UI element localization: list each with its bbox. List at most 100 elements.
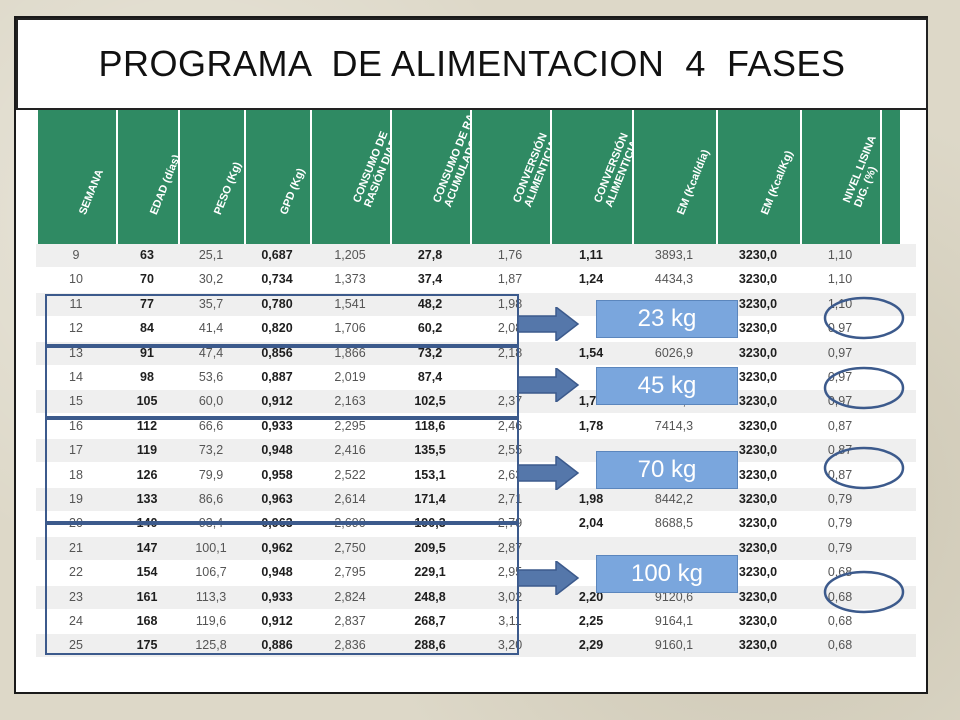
table-cell: 168: [136, 614, 158, 628]
table-cell: 1,866: [334, 345, 366, 360]
table-cell: 3230,0: [738, 321, 778, 336]
phase-bracket-1: [45, 294, 519, 346]
table-cell: 2,63: [497, 467, 523, 482]
table-cell: 105: [136, 394, 158, 409]
lysine-highlight-2: [823, 366, 905, 410]
table-cell: 2,824: [334, 589, 366, 604]
table-cell: 2,04: [578, 516, 604, 531]
phase-label-23kg: 23 kg: [596, 300, 738, 338]
table-cell: 47,4: [198, 345, 224, 360]
table-cell: 2,37: [497, 394, 523, 409]
table-cell: 0,68: [827, 589, 853, 604]
table-cell: 60,0: [198, 394, 224, 409]
table-header: SEMANA EDAD (días) PESO (Kg) GPD (Kg) CONSUM…: [36, 96, 916, 244]
table-cell: 3230,0: [738, 394, 778, 409]
header-label: EM (Kcal/día): [675, 147, 713, 217]
table-cell: 2,18: [497, 345, 523, 360]
table-cell: 6026,9: [654, 345, 694, 360]
table-cell: 22: [69, 565, 83, 580]
table-cell: 21: [69, 540, 83, 555]
header-cell: CONSUMO DE RASIÓN DIARIA (K: [310, 96, 410, 244]
phase-label-100kg: 100 kg: [596, 555, 738, 593]
table-cell: 113,3: [195, 589, 227, 604]
table-cell: 9: [72, 248, 80, 262]
phase-bracket-4: [45, 523, 519, 655]
table-cell: 0,780: [261, 296, 293, 311]
table-cell: 248,8: [414, 589, 446, 604]
table-cell: 1,11: [579, 248, 603, 262]
table-cell: 0,68: [827, 614, 853, 628]
table-cell: 25: [69, 638, 83, 653]
table-cell: 9164,1: [654, 614, 694, 628]
table-cell: 12: [69, 321, 83, 336]
table-cell: 2,08: [497, 321, 523, 336]
table-cell: 2,019: [334, 370, 366, 384]
table-cell: 9160,1: [654, 638, 694, 653]
table-cell: 229,1: [414, 565, 446, 580]
table-cell: 209,5: [414, 540, 446, 555]
table-cell: 119,6: [195, 614, 227, 628]
table-row: 21 147 100,1 0,962 2,750 209,5 2,87 3230,0 0,79: [36, 536, 916, 560]
table-cell: 2,416: [334, 443, 366, 458]
table-cell: 133: [136, 492, 158, 506]
table-cell: 3,02: [497, 589, 523, 604]
phase-label-70kg: 70 kg: [596, 451, 738, 489]
table-cell: 0,97: [827, 345, 853, 360]
table-cell: 2,71: [497, 492, 523, 506]
table-cell: 77: [140, 296, 154, 311]
table-cell: 1,78: [578, 418, 604, 433]
table-cell: 3230,0: [738, 540, 778, 555]
table-cell: 171,4: [414, 492, 446, 506]
table-cell: 3230,0: [738, 345, 778, 360]
table-cell: 3,11: [498, 614, 522, 628]
table-cell: 91: [140, 345, 154, 360]
phase-label-45kg: 45 kg: [596, 367, 738, 405]
table-cell: 14: [69, 370, 83, 384]
table-cell: 2,163: [334, 394, 366, 409]
table-cell: 2,614: [334, 492, 366, 506]
table-cell: 35,7: [198, 296, 224, 311]
table-cell: 1,87: [497, 272, 523, 287]
table-cell: 126: [136, 467, 158, 482]
table-cell: 1,706: [334, 321, 366, 336]
table-cell: 118,6: [414, 418, 446, 433]
table-cell: 8688,5: [654, 516, 694, 531]
table-cell: 1,24: [578, 272, 604, 287]
table-cell: 73,2: [198, 443, 224, 458]
table-cell: 2,55: [497, 443, 523, 458]
table-cell: 0,963: [261, 492, 293, 506]
table-cell: 106,7: [195, 565, 227, 580]
header-label: GPD (Kg): [278, 166, 308, 217]
table-cell: 3230,0: [738, 516, 778, 531]
table-cell: 0,734: [261, 272, 293, 287]
table-cell: 3230,0: [738, 418, 778, 433]
table-row: 19 133 86,6 0,963 2,614 171,4 2,71 1,98 8442,2 32…: [36, 488, 916, 511]
table-cell: 23: [69, 589, 83, 604]
table-cell: 0,687: [261, 248, 293, 262]
table-cell: 24: [69, 614, 83, 628]
table-cell: 0,79: [827, 492, 853, 506]
table-cell: 135,5: [414, 443, 446, 458]
table-row: 9 63 25,1 0,687 1,205 27,8 1,76 1,11 3893,1 3230,…: [36, 244, 916, 267]
table-cell: 0,912: [261, 614, 293, 628]
header-cell: CONVERSIÓN ALIMENTICIA (Se: [470, 96, 567, 244]
table-cell: 2,95: [497, 565, 523, 580]
header-cell: CONSUMO DE RA ACUMULADO: [390, 96, 480, 244]
header-label: SEMANA: [77, 167, 106, 217]
header-cell: [880, 96, 900, 244]
table-cell: 19: [69, 492, 83, 506]
table-cell: 2,836: [334, 638, 366, 653]
table-cell: 102,5: [414, 394, 446, 409]
table-cell: 288,6: [414, 638, 446, 653]
table-cell: 1,76: [497, 248, 523, 262]
table-cell: 7414,3: [654, 418, 694, 433]
table-cell: 9120,6: [654, 589, 694, 604]
table-cell: 1,98: [578, 492, 604, 506]
phase-bracket-3: [45, 418, 519, 523]
table-cell: 2,20: [578, 589, 604, 604]
table-cell: 48,2: [417, 296, 443, 311]
table-row: 10 70 30,2 0,734 1,373 37,4 1,87 1,24 4434,3 3230…: [36, 268, 916, 292]
table-cell: 153,1: [414, 467, 446, 482]
table-cell: 0,887: [261, 370, 293, 384]
table-cell: 30,2: [198, 272, 224, 287]
